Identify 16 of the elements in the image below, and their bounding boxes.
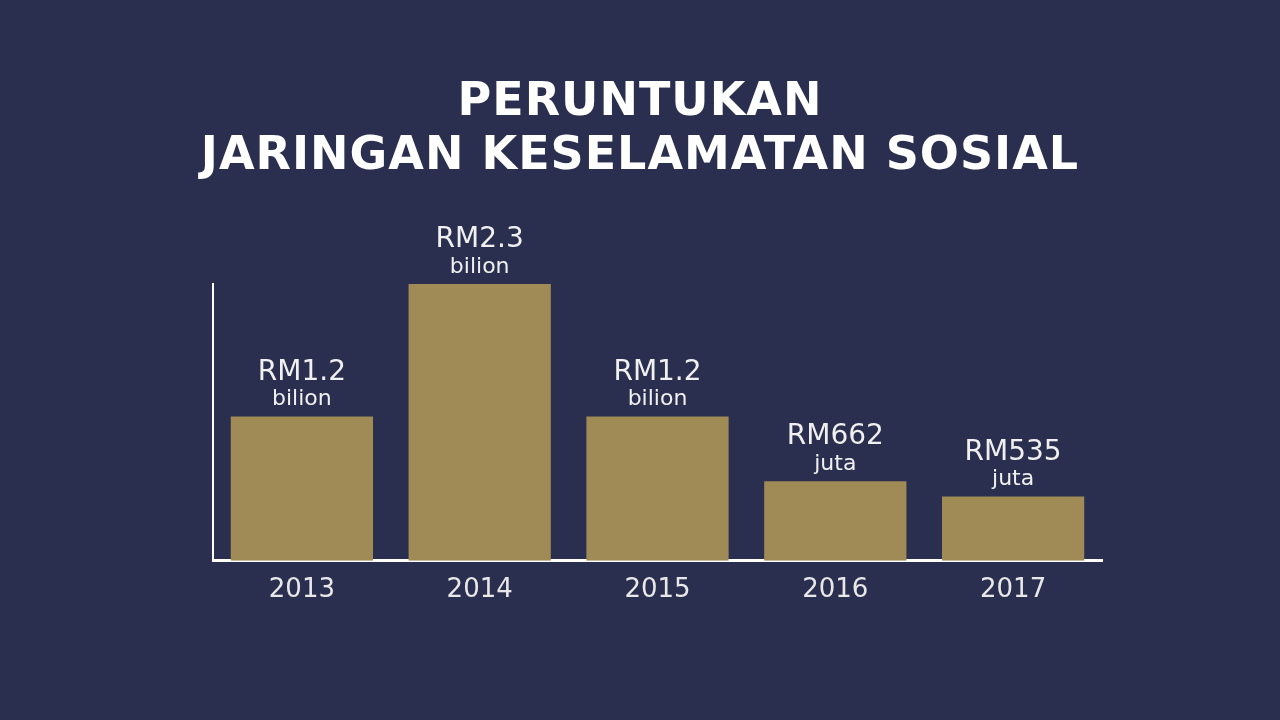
data-label: RM2.3 bilion xyxy=(435,221,524,278)
x-tick-label: 2015 xyxy=(624,573,691,604)
bar xyxy=(230,416,374,561)
bar xyxy=(408,284,551,561)
chart-title: PERUNTUKAN JARINGAN KESELAMATAN SOSIAL xyxy=(197,72,1081,180)
x-tick-label: 2014 xyxy=(446,573,513,604)
x-tick-label: 2016 xyxy=(802,573,869,604)
bar xyxy=(941,496,1085,561)
data-label: RM535 juta xyxy=(964,433,1062,491)
data-label: RM662 juta xyxy=(786,418,884,475)
bar xyxy=(764,481,907,561)
data-label: RM1.2 bilion xyxy=(613,353,702,411)
bar xyxy=(586,416,729,561)
x-tick-label: 2017 xyxy=(980,573,1047,604)
x-tick-label: 2013 xyxy=(268,573,335,604)
data-label: RM1.2 bilion xyxy=(257,353,346,411)
